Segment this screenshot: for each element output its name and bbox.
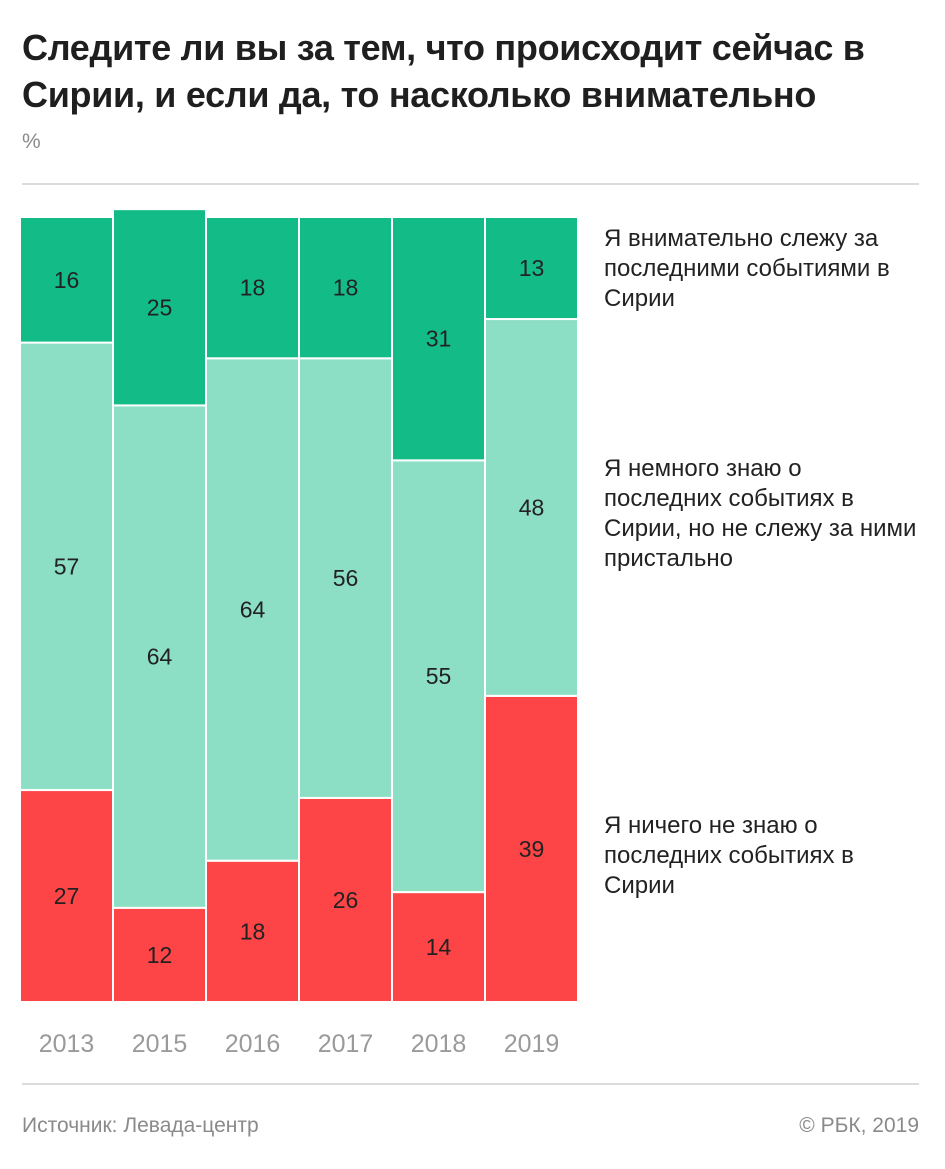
- bar-segment-attentive-2015: [112, 208, 207, 407]
- value-label-somewhat-2017: 56: [333, 565, 359, 591]
- bar-segment-attentive-2016: [205, 216, 300, 360]
- year-label-2017: 2017: [318, 1030, 374, 1058]
- year-label-2015: 2015: [132, 1030, 188, 1058]
- bottom-divider: [22, 1083, 919, 1085]
- year-label-2018: 2018: [411, 1030, 467, 1058]
- bar-segment-nothing-2013: [19, 789, 114, 1003]
- value-label-somewhat-2016: 64: [240, 597, 266, 623]
- value-label-nothing-2016: 18: [240, 918, 266, 944]
- year-label-2019: 2019: [504, 1030, 560, 1058]
- year-label-2016: 2016: [225, 1030, 281, 1058]
- bar-segment-nothing-2018: [391, 891, 486, 1003]
- value-label-nothing-2017: 26: [333, 887, 359, 913]
- value-label-somewhat-2015: 64: [147, 644, 173, 670]
- bar-segment-somewhat-2017: [298, 357, 393, 799]
- bar-segment-somewhat-2019: [484, 318, 579, 697]
- value-label-attentive-2013: 16: [54, 267, 80, 293]
- legend-nothing: Я ничего не знаю о последних событиях в …: [604, 812, 854, 899]
- chart-title: Следите ли вы за тем, что происходит сей…: [22, 27, 865, 115]
- value-label-nothing-2018: 14: [426, 934, 452, 960]
- value-label-attentive-2016: 18: [240, 275, 266, 301]
- value-label-attentive-2017: 18: [333, 275, 359, 301]
- stacked-bar-chart: 27 57 16 2013 12 64 25 2015 18 64 18 2016 26 56 18 2017…: [19, 208, 579, 1058]
- value-label-somewhat-2019: 48: [519, 494, 545, 520]
- value-label-attentive-2019: 13: [519, 255, 545, 281]
- value-label-somewhat-2013: 57: [54, 553, 80, 579]
- value-label-nothing-2013: 27: [54, 883, 80, 909]
- bar-segment-attentive-2017: [298, 216, 393, 360]
- copyright-note: © РБК, 2019: [799, 1114, 919, 1137]
- value-label-nothing-2015: 12: [147, 942, 173, 968]
- value-label-nothing-2019: 39: [519, 836, 545, 862]
- bar-segment-somewhat-2013: [19, 341, 114, 792]
- source-note: Источник: Левада-центр: [22, 1114, 259, 1137]
- year-label-2013: 2013: [39, 1030, 95, 1058]
- bar-segment-attentive-2019: [484, 216, 579, 321]
- value-label-somewhat-2018: 55: [426, 663, 452, 689]
- value-label-attentive-2018: 31: [426, 326, 452, 352]
- value-label-attentive-2015: 25: [147, 294, 173, 320]
- legend-attentive: Я внимательно слежу за последними событи…: [604, 225, 890, 312]
- unit-label: %: [22, 130, 41, 153]
- legend-somewhat: Я немного знаю о последних событиях в Си…: [604, 455, 917, 572]
- bar-segment-somewhat-2016: [205, 357, 300, 862]
- bar-segment-attentive-2018: [391, 216, 486, 462]
- top-divider: [22, 183, 919, 185]
